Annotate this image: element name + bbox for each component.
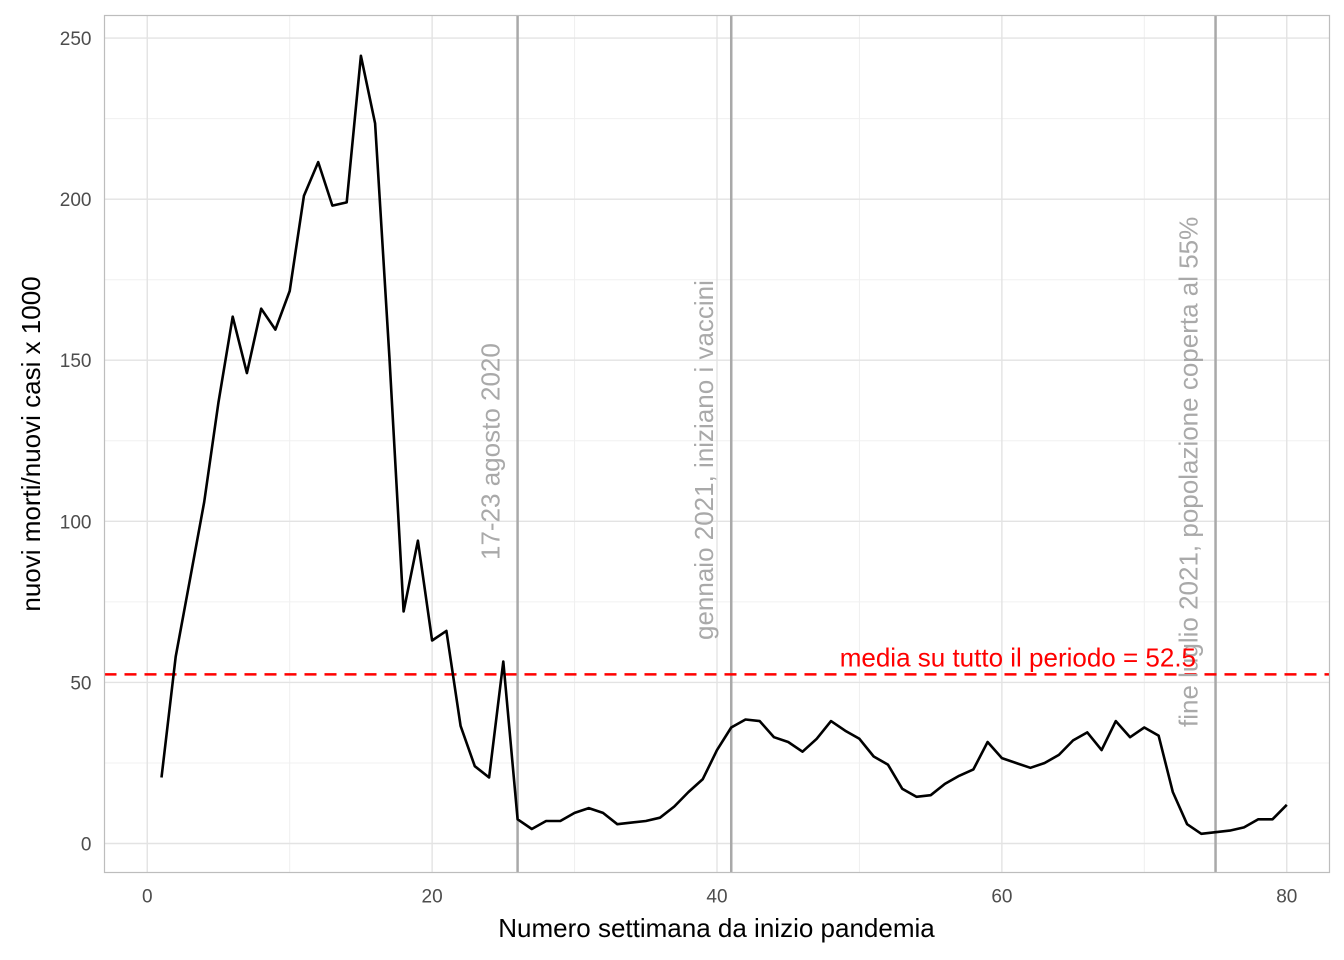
event-label-3: fine luglio 2021, popolazione coperta al… (1174, 217, 1204, 727)
event-label-2: gennaio 2021, iniziano i vaccini (689, 280, 719, 640)
event-label-1: 17-23 agosto 2020 (476, 343, 506, 560)
y-tick-label: 150 (60, 351, 92, 372)
y-tick-label: 100 (60, 512, 92, 533)
x-axis-title: Numero settimana da inizio pandemia (498, 913, 935, 943)
x-tick-label: 0 (142, 887, 153, 908)
gridlines (104, 15, 1330, 873)
y-tick-label: 0 (81, 835, 92, 856)
series-group (160, 54, 1288, 836)
series-line (160, 54, 1288, 836)
y-tick-label: 200 (60, 190, 92, 211)
mean-label: media su tutto il periodo = 52.5 (840, 642, 1196, 672)
x-tick-label: 60 (991, 887, 1012, 908)
annotation-labels: 17-23 agosto 2020 gennaio 2021, iniziano … (476, 217, 1204, 727)
y-tick-label: 250 (60, 29, 92, 50)
y-tick-label: 50 (70, 673, 91, 694)
tick-labels: 0 20 40 60 80 0 50 100 150 200 250 (60, 29, 1298, 907)
x-tick-label: 80 (1276, 887, 1297, 908)
x-tick-label: 20 (422, 887, 443, 908)
panel-border (103, 14, 1331, 874)
y-axis-title: nuovi morti/nuovi casi x 1000 (16, 276, 46, 611)
x-tick-label: 40 (706, 887, 727, 908)
